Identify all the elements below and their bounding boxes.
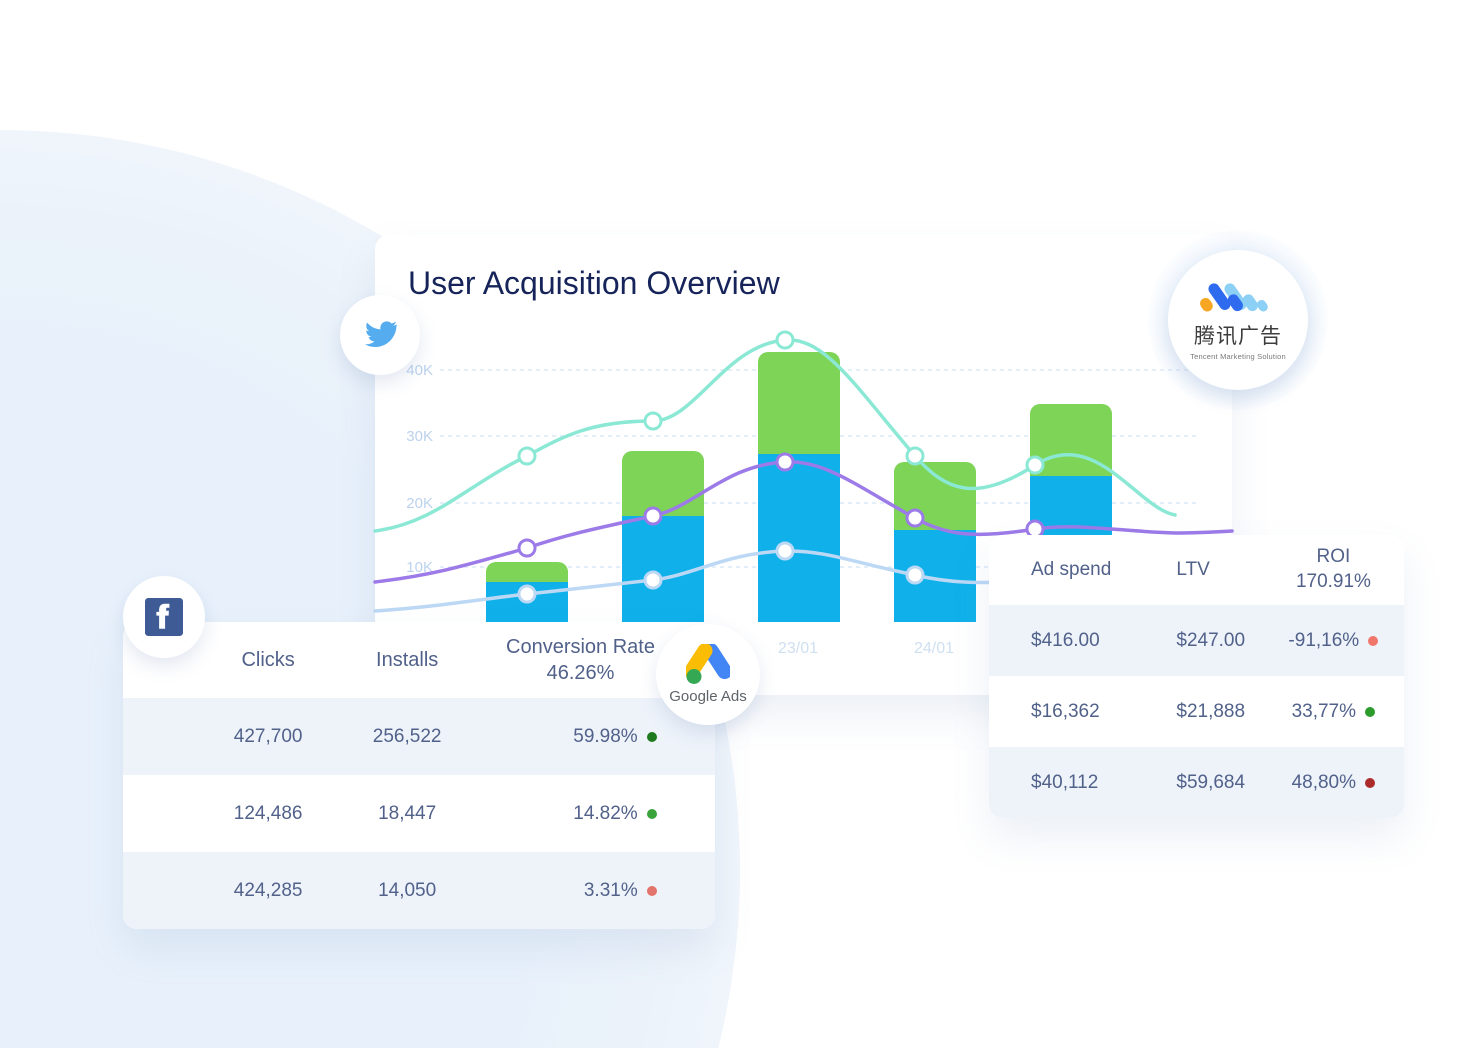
svg-text:20K: 20K: [406, 495, 433, 512]
svg-text:23/01: 23/01: [778, 640, 818, 657]
svg-text:40K: 40K: [406, 362, 433, 379]
svg-text:24/01: 24/01: [914, 640, 954, 657]
svg-text:30K: 30K: [406, 428, 433, 445]
